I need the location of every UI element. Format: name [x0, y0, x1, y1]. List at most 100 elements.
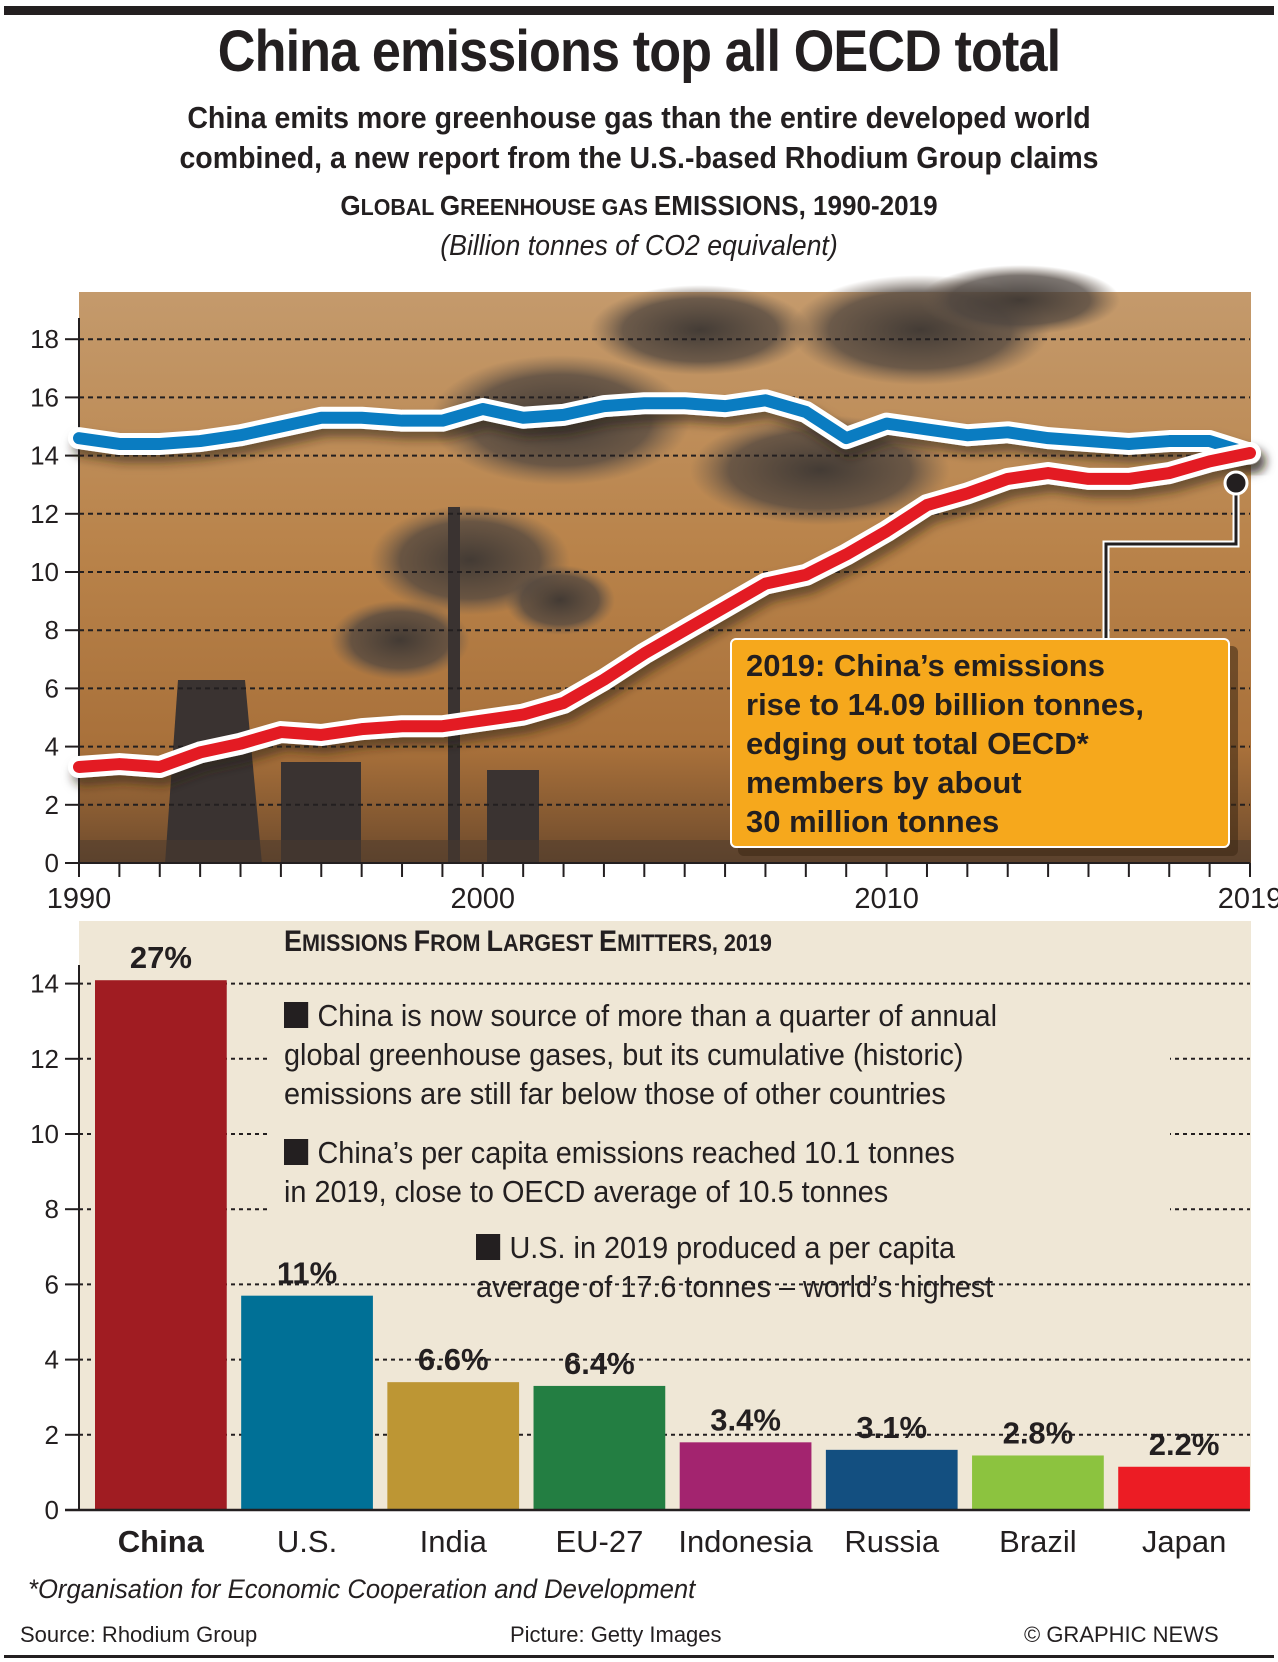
note-line: emissions are still far below those of o…	[284, 1076, 946, 1111]
notes-backdrop	[270, 990, 1170, 1270]
cooling-tower	[165, 680, 262, 864]
page-title: China emissions top all OECD total	[217, 19, 1061, 84]
y-tick-label: 8	[45, 1194, 59, 1224]
y-tick-label: 10	[30, 1119, 59, 1149]
title-part: LOBAL	[360, 194, 440, 220]
category-label-u-s-: U.S.	[277, 1524, 337, 1559]
bar-eu-27	[533, 1385, 666, 1510]
title-part: F	[413, 925, 431, 958]
bar-indonesia	[679, 1442, 812, 1510]
bar-japan	[1118, 1466, 1250, 1510]
bar-china	[95, 980, 227, 1510]
data-label-indonesia: 3.4%	[710, 1402, 781, 1437]
title-part: ROM	[430, 930, 487, 957]
note-1: China is now source of more than a quart…	[284, 996, 997, 1113]
bullet-square-icon	[284, 1139, 309, 1165]
note-line: China’s per capita emissions reached 10.…	[317, 1135, 955, 1170]
x-tick-label: 2019	[1218, 883, 1278, 915]
y-tick-label: 14	[30, 969, 59, 999]
bullet-square-icon	[284, 1002, 309, 1028]
callout-marker	[1223, 470, 1249, 496]
callout-line: rise to 14.09 billion tonnes,	[746, 687, 1144, 722]
data-label-japan: 2.2%	[1149, 1427, 1220, 1462]
y-tick-label: 2	[45, 790, 59, 820]
title-part: E	[284, 925, 303, 958]
callout-line: edging out total OECD*	[746, 726, 1089, 761]
top-rule	[4, 6, 1274, 15]
callout-line: members by about	[746, 765, 1022, 800]
title-part: G	[439, 190, 461, 221]
bottom-rule	[4, 1655, 1274, 1658]
subtitle-line: China emits more greenhouse gas than the…	[187, 100, 1091, 135]
bar-u-s-	[241, 1295, 373, 1510]
data-label-eu-27: 6.4%	[564, 1346, 635, 1381]
category-label-japan: Japan	[1142, 1524, 1226, 1559]
title-part: E	[653, 190, 672, 221]
bullet-square-icon	[476, 1234, 501, 1260]
data-label-china: 27%	[130, 940, 192, 975]
y-tick-label: 4	[45, 1345, 59, 1375]
title-part: L	[486, 925, 504, 958]
subtitle: China emits more greenhouse gas than the…	[51, 98, 1227, 178]
smoke-cloud	[505, 565, 615, 635]
category-label-russia: Russia	[844, 1524, 940, 1559]
title-part: ARGEST	[503, 930, 600, 957]
y-tick-label: 12	[30, 1044, 59, 1074]
bar-chart: 27% 11% 6.6% 6.4% 3.4% 3.1% 2.8% 2.2% 0 2 4 6 8 10 12…	[30, 921, 1251, 1559]
smoke-cloud	[920, 265, 1120, 335]
category-label-india: India	[420, 1524, 488, 1559]
bar-russia	[825, 1449, 958, 1510]
category-label-eu-27: EU-27	[555, 1524, 643, 1559]
category-label-brazil: Brazil	[999, 1524, 1077, 1559]
data-label-u-s-: 11%	[277, 1256, 337, 1291]
callout-leader	[1104, 482, 1238, 638]
title-part: E	[599, 925, 618, 958]
title-part: REENHOUSE GAS	[460, 194, 654, 220]
subtitle-line: combined, a new report from the U.S.-bas…	[179, 140, 1099, 175]
data-label-india: 6.6%	[418, 1342, 489, 1377]
title-part: MISSIONS	[302, 930, 414, 957]
y-tick-label: 4	[45, 732, 59, 762]
footnote: *Organisation for Economic Cooperation a…	[28, 1574, 696, 1604]
note-line: U.S. in 2019 produced a per capita	[509, 1230, 956, 1265]
x-tick-label: 2010	[854, 883, 919, 915]
annotation-callout: 2019: China’s emissions rise to 14.09 bi…	[730, 638, 1230, 848]
note-line: average of 17.6 tonnes – world’s highest	[476, 1269, 994, 1304]
category-label-china: China	[118, 1524, 205, 1559]
y-tick-label: 10	[30, 557, 59, 587]
y-tick-label: 12	[30, 499, 59, 529]
china-line	[73, 446, 1256, 773]
y-tick-label: 16	[30, 382, 59, 412]
y-tick-label: 2	[45, 1420, 59, 1450]
bar-chart-title: EMISSIONS FROM LARGEST EMITTERS, 2019	[284, 925, 772, 959]
note-2: China’s per capita emissions reached 10.…	[284, 1133, 955, 1211]
smoke-cloud	[590, 285, 810, 375]
copyright: © GRAPHIC NEWS	[1024, 1622, 1219, 1647]
y-tick-label: 0	[45, 848, 59, 878]
note-line: in 2019, close to OECD average of 10.5 t…	[284, 1174, 889, 1209]
bar-brazil	[972, 1455, 1104, 1510]
callout-line: 30 million tonnes	[746, 804, 1000, 839]
chimney	[448, 507, 460, 864]
note-line: China is now source of more than a quart…	[317, 998, 997, 1033]
x-tick-label: 2000	[451, 883, 516, 915]
callout-line: 2019: China’s emissions	[746, 648, 1105, 683]
y-tick-label: 18	[30, 324, 59, 354]
note-line: global greenhouse gases, but its cumulat…	[284, 1037, 964, 1072]
y-tick-label: 14	[30, 441, 59, 471]
oecd-total-line	[73, 394, 1256, 460]
data-label-russia: 3.1%	[856, 1410, 927, 1445]
title-part: G	[340, 190, 361, 221]
line-chart-title: GLOBAL GREENHOUSE GAS EMISSIONS, 1990-20…	[45, 190, 1234, 222]
category-label-indonesia: Indonesia	[678, 1524, 813, 1559]
line-chart: 0 2 4 6 8 10 12 14 16 18 1990 2000 2010 2019	[30, 265, 1278, 915]
picture-credit: Picture: Getty Images	[510, 1622, 722, 1647]
source-credit: Source: Rhodium Group	[20, 1622, 258, 1647]
note-3: U.S. in 2019 produced a per capita avera…	[476, 1228, 993, 1306]
line-chart-units: (Billion tonnes of CO2 equivalent)	[440, 230, 838, 262]
smoke-cloud	[690, 415, 950, 525]
y-tick-label: 0	[45, 1495, 59, 1525]
y-tick-label: 6	[45, 1269, 59, 1299]
title-part: MITTERS, 2019	[617, 930, 772, 957]
